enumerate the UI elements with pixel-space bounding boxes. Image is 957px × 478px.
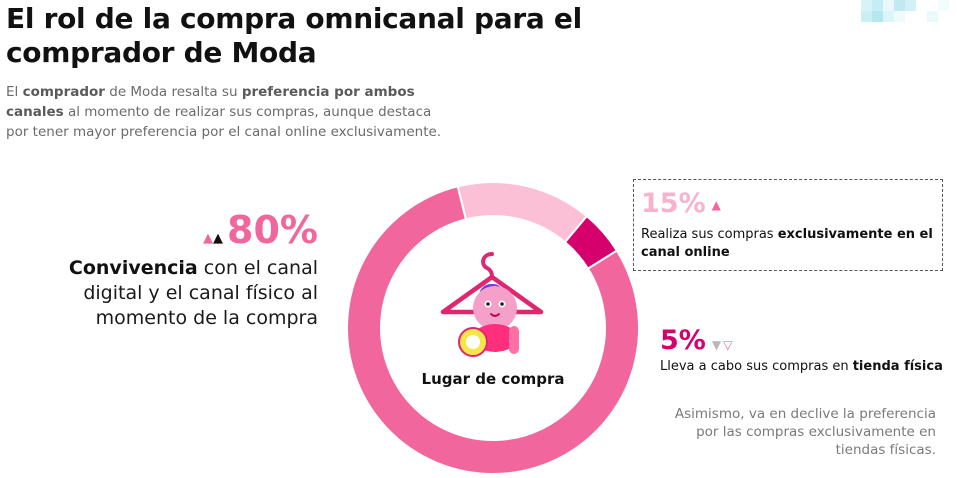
callout-5-value-row: 5% ▼ ▽ [660, 324, 950, 358]
callout-80-text: Convivencia con el canal digital y el ca… [20, 256, 318, 331]
subtitle-part-bold: comprador [22, 84, 105, 100]
callout-5-text-rest: Lleva a cabo sus compras en [660, 359, 853, 374]
page-title: El rol de la compra omnicanal para el co… [6, 2, 582, 69]
triangle-up-icon: ▲ [213, 231, 224, 246]
callout-80: ▲▲ 80% Convivencia con el canal digital y… [20, 206, 318, 331]
subtitle-part: de Moda resalta su [104, 84, 242, 100]
triangle-up-icon: ▲ [203, 231, 214, 246]
callout-15-value-row: 15% ▲ [641, 188, 721, 219]
subtitle-part: al momento de realizar sus compras, aunq… [6, 104, 442, 140]
callout-5: 5% ▼ ▽ Lleva a cabo sus compras en tienda … [660, 324, 950, 376]
callout-15-value: 15% [641, 188, 706, 219]
callout-5-text: Lleva a cabo sus compras en tienda físic… [660, 358, 950, 376]
pixel-decoration-icon [861, 0, 949, 22]
subtitle-part: El [6, 84, 23, 100]
triangle-down-icon: ▽ [723, 337, 733, 352]
triangle-down-icon: ▼ [711, 337, 722, 352]
subtitle-part-bold: preferencia por ambos canales [6, 84, 415, 120]
callout-80-text-rest: con el canal digital y el canal físico a… [83, 257, 318, 329]
callout-15-text-bold: exclusivamente en el canal online [641, 227, 933, 260]
donut-slice-80 [346, 185, 640, 475]
callout-80-value: 80% [227, 208, 318, 252]
donut-slice-15 [456, 181, 589, 244]
callout-15: 15% ▲ Realiza sus compras exclusivamente … [633, 179, 943, 271]
triangle-up-icon: ▲ [711, 197, 721, 212]
donut-center-label: Lugar de compra [421, 370, 565, 388]
callout-5-value: 5% [660, 325, 706, 356]
callout-15-text-rest: Realiza sus compras [641, 227, 778, 242]
callout-5-text-bold: tienda física [852, 359, 943, 374]
page-subtitle: El comprador de Moda resalta su preferen… [6, 82, 446, 142]
callout-15-text: Realiza sus compras exclusivamente en el… [641, 226, 937, 262]
decline-note: Asimismo, va en declive la preferencia p… [674, 406, 936, 458]
callout-80-value-row: ▲▲ 80% [20, 206, 318, 254]
donut-chart [346, 181, 640, 475]
hanger-character-icon [440, 252, 544, 357]
callout-80-text-bold: Convivencia [68, 257, 198, 279]
